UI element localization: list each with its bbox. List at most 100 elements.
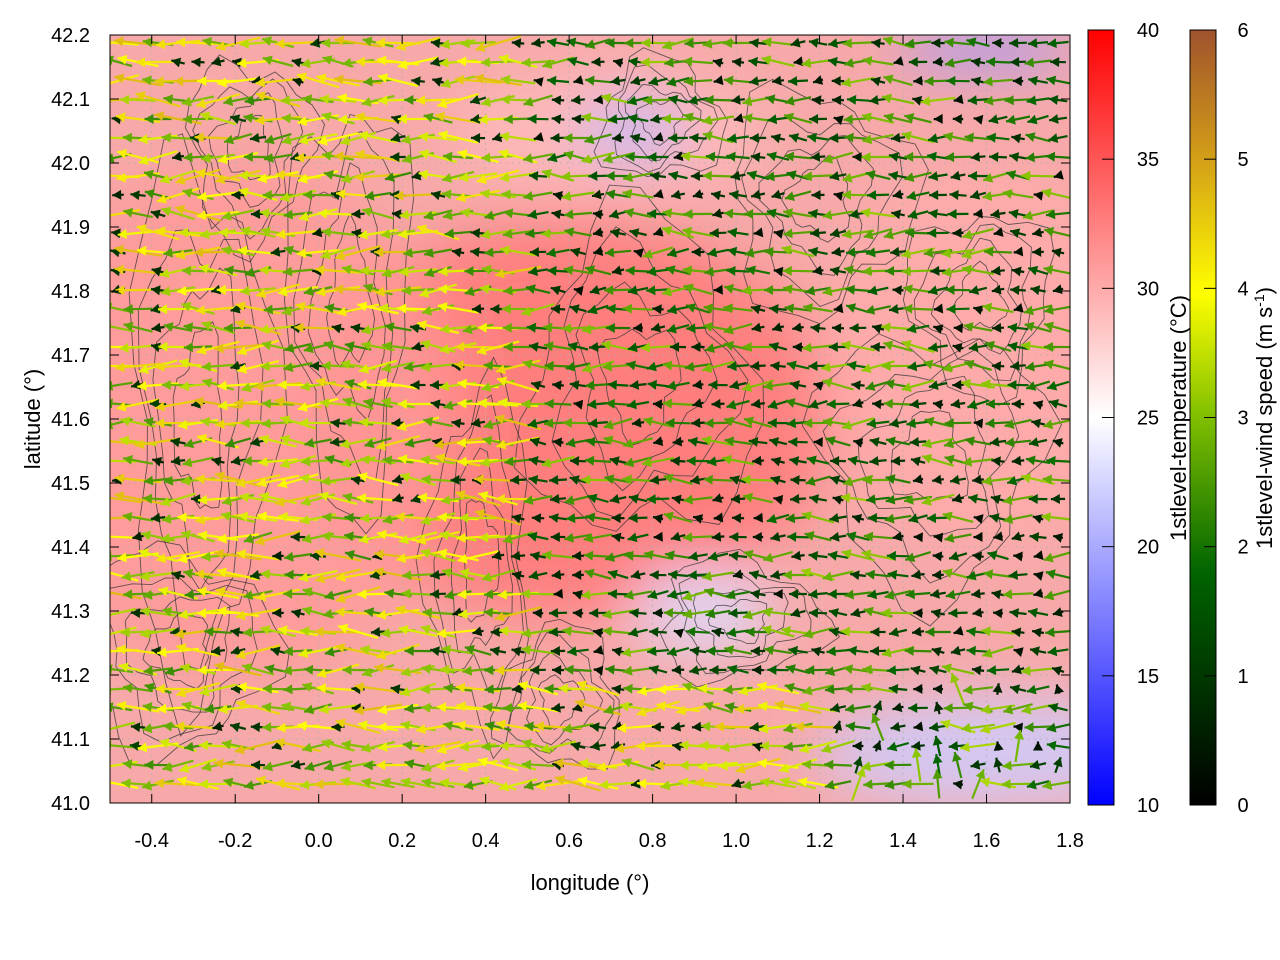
wind-vector <box>254 530 302 546</box>
wind-vector <box>302 682 334 695</box>
wind-vector <box>953 94 964 105</box>
wind-vector <box>703 701 733 714</box>
wind-vector <box>991 456 1005 467</box>
x-tick-label: 0.2 <box>388 830 416 852</box>
wind-vector <box>749 76 767 86</box>
wind-vector <box>990 494 1006 505</box>
wind-vector <box>718 760 758 771</box>
wind-vector <box>1022 209 1054 221</box>
wind-vector <box>123 321 153 333</box>
wind-vector <box>973 114 984 125</box>
wind-vector <box>913 608 923 619</box>
wind-vector <box>691 417 705 428</box>
wind-vector <box>862 56 894 66</box>
wind-vector <box>1010 285 1026 296</box>
wind-vector <box>805 665 831 676</box>
wind-vector <box>230 360 246 371</box>
wind-vector <box>871 713 885 741</box>
wind-vector <box>511 513 525 524</box>
wind-vector <box>292 77 304 87</box>
wind-vector <box>243 590 273 600</box>
wind-vector <box>567 341 589 352</box>
wind-vector <box>1029 532 1047 542</box>
wind-vector <box>723 303 753 314</box>
wind-vector <box>199 683 237 697</box>
wind-vector <box>844 589 872 600</box>
wind-vector <box>528 456 548 466</box>
wind-vector <box>612 132 624 143</box>
wind-vector <box>865 569 891 580</box>
wind-vector <box>864 305 892 315</box>
wind-vector <box>439 530 477 542</box>
wind-vector <box>970 151 986 162</box>
wind-vector <box>752 665 764 675</box>
wind-vector <box>866 494 890 505</box>
wind-vector <box>802 626 834 639</box>
temperature-region <box>632 566 773 656</box>
wind-vector <box>479 776 517 791</box>
wind-vector <box>110 664 134 675</box>
wind-vector <box>970 57 986 68</box>
wind-vector <box>781 245 815 258</box>
wind-vector <box>773 266 784 277</box>
wind-vector <box>728 608 748 618</box>
wind-vector <box>156 551 200 564</box>
wind-vector <box>1001 779 1035 790</box>
wind-vector <box>908 57 928 67</box>
wind-vector <box>801 511 835 524</box>
wind-vector <box>563 265 593 276</box>
wind-vector <box>682 56 714 67</box>
wind-vector <box>933 701 944 715</box>
wind-vector <box>813 437 823 448</box>
wind-vector <box>138 548 178 563</box>
x-tick-label: 1.0 <box>722 830 750 852</box>
wind-vector <box>712 208 724 219</box>
wind-vector <box>498 54 538 69</box>
wind-vector <box>416 722 460 734</box>
contour-line <box>902 215 1055 406</box>
wind-vector <box>932 474 944 485</box>
wind-vector <box>217 77 259 88</box>
wind-vector <box>944 152 972 163</box>
wind-vector <box>110 55 133 68</box>
wind-vector <box>211 56 225 67</box>
wind-vector <box>682 609 714 619</box>
wind-vector <box>364 190 392 201</box>
wind-vector <box>296 72 340 89</box>
wind-vector <box>929 190 947 200</box>
wind-vector <box>176 643 220 657</box>
wind-vector <box>652 513 664 524</box>
wind-vector <box>928 171 948 181</box>
wind-vector <box>354 171 402 182</box>
wind-vector <box>110 702 133 713</box>
contour-line <box>930 237 1022 355</box>
wind-vector <box>484 721 512 732</box>
wind-vector <box>933 532 944 543</box>
wind-vector <box>904 645 932 656</box>
wind-vector <box>651 722 665 732</box>
wind-vector <box>771 75 785 86</box>
wind-vector <box>1033 588 1044 598</box>
wind-vector <box>572 608 584 619</box>
wind-vector <box>828 342 848 352</box>
contour-line <box>707 599 768 645</box>
wind-vector <box>1009 228 1027 238</box>
wind-vector <box>829 475 847 485</box>
wind-vector <box>901 247 935 259</box>
wind-vector <box>1024 722 1052 733</box>
wind-vector <box>675 702 721 716</box>
wind-vector <box>973 305 984 315</box>
wind-vector <box>802 171 834 182</box>
wind-vector <box>274 493 322 507</box>
wind-vector <box>766 513 790 524</box>
wind-vector <box>587 493 609 504</box>
wind-vector <box>961 246 995 259</box>
wind-vector <box>160 286 196 297</box>
wind-vector <box>374 567 422 581</box>
wind-vector <box>732 569 744 579</box>
wind-vector <box>138 150 178 165</box>
wind-vector <box>200 153 236 163</box>
wind-vector <box>826 646 850 657</box>
wind-vector <box>229 114 247 125</box>
wind-vector <box>826 399 850 410</box>
